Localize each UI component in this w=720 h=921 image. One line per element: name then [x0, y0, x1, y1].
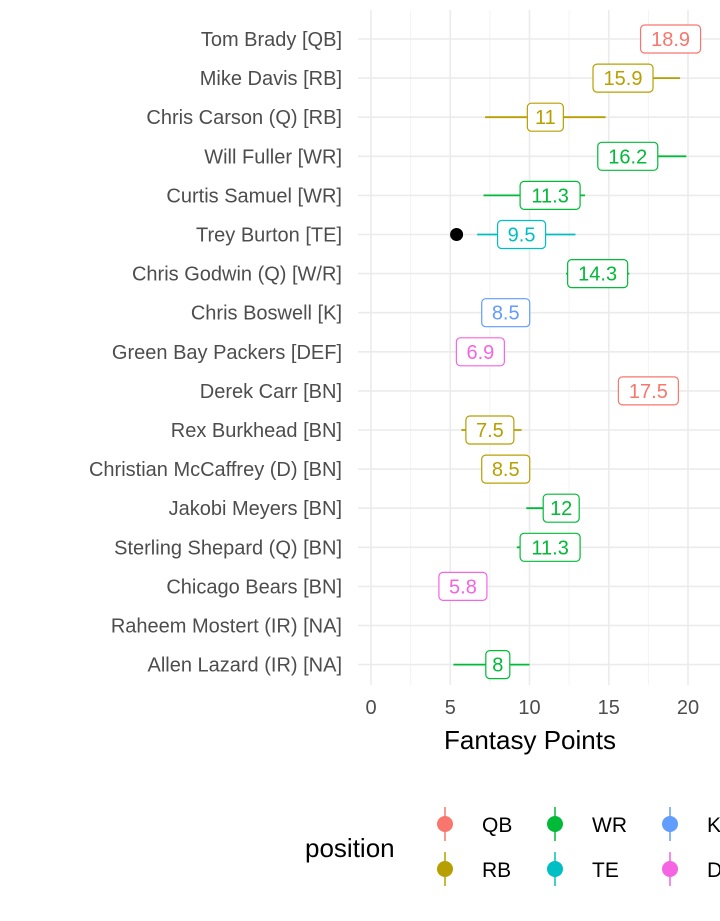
legend-key-dot: [437, 861, 453, 877]
projection-label: 9.5: [508, 225, 536, 247]
projection-label: 8.5: [492, 459, 520, 481]
projection-label: 5.8: [449, 576, 477, 598]
legend-label: K: [707, 814, 720, 837]
projection-label-box: [481, 454, 531, 484]
legend-label: D: [707, 859, 720, 882]
y-tick-label: Curtis Samuel [WR]: [166, 185, 342, 207]
projection-label-box: [639, 24, 702, 54]
y-tick-label: Chris Godwin (Q) [W/R]: [132, 264, 342, 286]
projection-label: 17.5: [629, 381, 668, 403]
projection-label: 8: [492, 655, 503, 677]
projection-label: 12: [550, 498, 572, 520]
y-tick-label: Chris Carson (Q) [RB]: [146, 107, 342, 129]
projection-label: 14.3: [578, 264, 617, 286]
y-tick-label: Raheem Mostert (IR) [NA]: [111, 616, 342, 638]
legend-key-dot: [547, 861, 563, 877]
projection-label-box: [465, 415, 515, 445]
actual-point: [450, 228, 464, 241]
projection-label: 11.3: [531, 537, 568, 559]
y-tick-label: Christian McCaffrey (D) [BN]: [89, 459, 342, 481]
projection-label-box: [519, 532, 581, 562]
y-tick-label: Rex Burkhead [BN]: [171, 420, 342, 442]
projection-label-box: [597, 141, 659, 171]
y-tick-label: Mike Davis [RB]: [200, 68, 342, 90]
x-tick-label: 10: [518, 697, 540, 719]
projection-label: 7.5: [476, 420, 504, 442]
y-tick-label: Green Bay Packers [DEF]: [112, 342, 342, 364]
legend-title: position: [305, 833, 395, 863]
legend-key-dot: [437, 816, 453, 832]
projection-label: 15.9: [604, 68, 643, 90]
projection-label-box: [519, 180, 581, 210]
projection-label-box: [455, 337, 505, 367]
projection-label-box: [481, 298, 531, 328]
projection-label: 11: [535, 107, 556, 129]
legend-label: WR: [592, 814, 627, 837]
projection-label-box: [592, 63, 654, 93]
y-tick-label: Derek Carr [BN]: [200, 381, 342, 403]
projection-label: 11.3: [531, 185, 568, 207]
projection-label-box: [496, 219, 547, 250]
projection-label-box: [526, 102, 564, 132]
y-tick-label: Chicago Bears [BN]: [166, 576, 342, 598]
projection-label-box: [567, 259, 629, 289]
x-tick-label: 20: [677, 697, 699, 719]
y-axis-labels: Tom Brady [QB] Mike Davis [RB] Chris Carso…: [89, 29, 342, 677]
projection-label-box: [542, 493, 580, 523]
x-tick-label: 15: [598, 697, 620, 719]
legend-label: RB: [482, 859, 511, 882]
legend-label: QB: [482, 814, 512, 837]
x-axis-title: Fantasy Points: [444, 725, 616, 755]
x-tick-label: 0: [365, 697, 376, 719]
projection-label: 16.2: [608, 146, 647, 168]
projection-label: 18.9: [651, 29, 690, 51]
y-tick-label: Will Fuller [WR]: [204, 146, 342, 168]
x-axis-labels: 0 5 10 15 20: [365, 697, 699, 719]
y-tick-label: Allen Lazard (IR) [NA]: [147, 655, 342, 677]
x-tick-label: 5: [445, 697, 456, 719]
projection-label-box: [485, 649, 511, 680]
y-tick-label: Tom Brady [QB]: [201, 29, 342, 51]
y-tick-label: Sterling Shepard (Q) [BN]: [114, 537, 342, 559]
data-marks: 18.9 15.9 11 16.2 11.3 9.5 14.3 8.5 6.9 17.5 7.5 8.…: [438, 24, 702, 680]
legend: position QB RB WR TE KD: [305, 807, 720, 886]
y-tick-label: Trey Burton [TE]: [196, 225, 342, 247]
legend-key-dot: [547, 816, 563, 832]
projection-label: 8.5: [492, 303, 520, 325]
legend-key-dot: [662, 816, 678, 832]
projection-label-box: [617, 376, 679, 406]
y-tick-label: Chris Boswell [K]: [191, 303, 342, 325]
legend-key-dot: [662, 861, 678, 877]
projection-label: 6.9: [466, 342, 494, 364]
y-tick-label: Jakobi Meyers [BN]: [169, 498, 342, 520]
projection-label-box: [438, 571, 488, 602]
legend-label: TE: [592, 859, 619, 882]
